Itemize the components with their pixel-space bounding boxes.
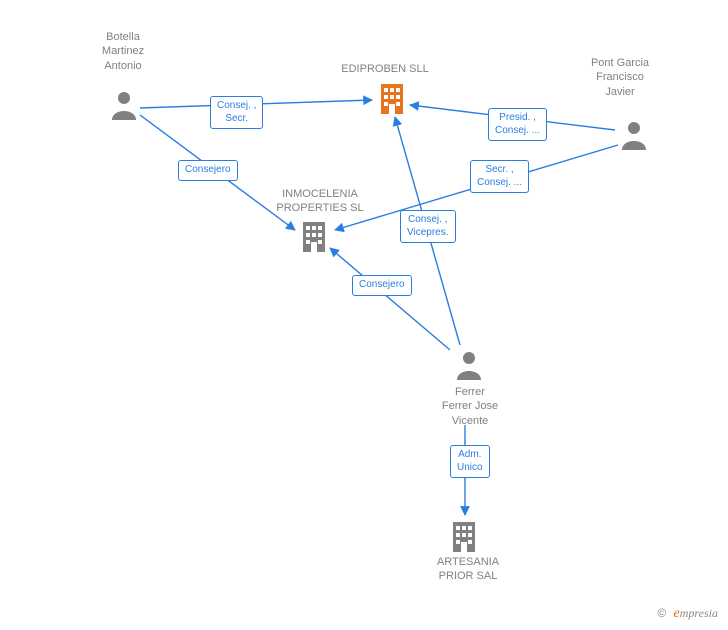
- person-icon: [455, 350, 483, 385]
- person-icon: [620, 120, 648, 155]
- copyright-symbol: ©: [657, 606, 666, 620]
- company-label-artesania: ARTESANIA PRIOR SAL: [418, 555, 518, 584]
- edge-label: Adm. Unico: [450, 445, 490, 478]
- building-icon: [300, 220, 328, 257]
- edge-label: Consej. , Secr.: [210, 96, 263, 129]
- edge-label: Consej. , Vicepres.: [400, 210, 456, 243]
- brand-rest: mpresia: [680, 606, 718, 620]
- building-icon: [378, 82, 406, 119]
- person-label-ferrer: Ferrer Ferrer Jose Vicente: [420, 385, 520, 428]
- company-label-ediproben: EDIPROBEN SLL: [320, 62, 450, 76]
- person-label-pont: Pont Garcia Francisco Javier: [570, 56, 670, 99]
- watermark: © empresia: [657, 606, 718, 622]
- edge-label: Consejero: [178, 160, 238, 181]
- edge-label: Consejero: [352, 275, 412, 296]
- building-icon: [450, 520, 478, 557]
- person-label-botella: Botella Martinez Antonio: [78, 30, 168, 73]
- edge-label: Presid. , Consej. ...: [488, 108, 547, 141]
- edge-label: Secr. , Consej. ...: [470, 160, 529, 193]
- company-label-inmocelenia: INMOCELENIA PROPERTIES SL: [250, 187, 390, 216]
- person-icon: [110, 90, 138, 125]
